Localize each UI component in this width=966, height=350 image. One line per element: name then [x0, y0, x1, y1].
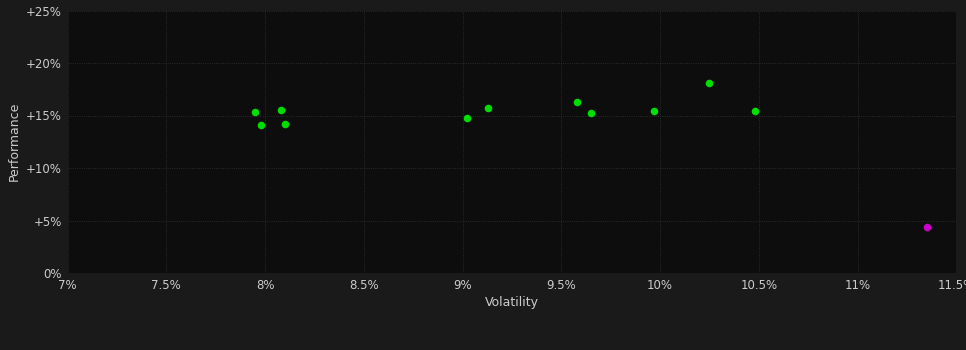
Point: [253, 122, 269, 128]
Point: [583, 111, 599, 116]
Point: [459, 115, 474, 120]
Point: [277, 121, 293, 127]
Point: [919, 224, 934, 230]
Point: [701, 80, 717, 86]
Point: [747, 108, 762, 114]
Point: [569, 99, 584, 105]
Point: [646, 108, 662, 114]
Y-axis label: Performance: Performance: [8, 102, 20, 181]
Point: [273, 107, 289, 113]
X-axis label: Volatility: Volatility: [485, 296, 539, 309]
Point: [480, 105, 496, 111]
Point: [247, 110, 263, 115]
